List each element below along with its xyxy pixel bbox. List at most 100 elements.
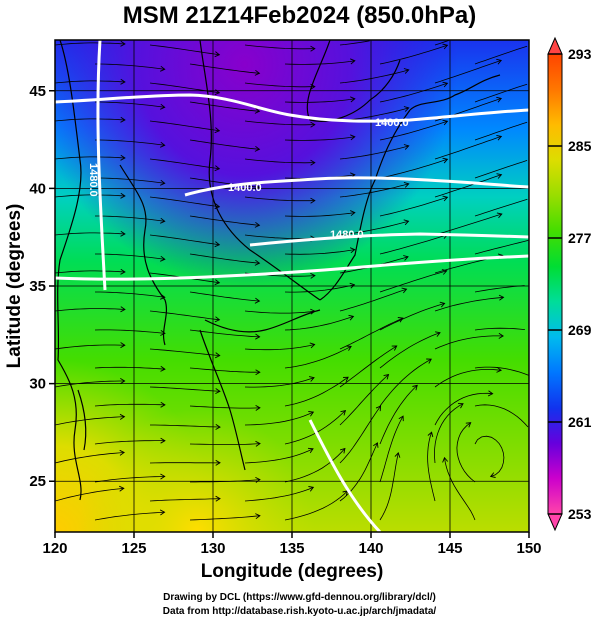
streamline	[94, 511, 165, 521]
streamline	[55, 308, 125, 312]
streamline	[55, 344, 125, 350]
x-tick-label: 150	[516, 540, 541, 557]
streamline-arrow	[255, 333, 261, 340]
colorbar-extend-bottom	[547, 513, 563, 532]
streamline-arrow	[215, 388, 221, 395]
streamline	[339, 288, 407, 312]
colorbar-tick-label: 269	[568, 322, 592, 338]
streamline-arrow	[403, 106, 410, 112]
streamline-arrow	[160, 103, 166, 110]
streamline-arrow	[160, 365, 166, 372]
streamline	[339, 374, 389, 426]
streamline	[284, 316, 354, 331]
streamline-arrow	[373, 442, 379, 448]
streamline	[149, 498, 221, 502]
streamline-arrow	[159, 509, 166, 516]
streamline-arrow	[120, 192, 126, 199]
streamline-arrow	[119, 449, 125, 456]
streamline	[150, 424, 221, 428]
streamline	[434, 335, 504, 350]
streamline-arrow	[442, 195, 449, 202]
streamline	[339, 220, 409, 236]
streamline	[379, 415, 404, 483]
streamline	[379, 158, 448, 179]
streamline	[189, 515, 260, 521]
streamline-arrow	[160, 141, 166, 148]
streamline	[434, 136, 502, 160]
streamline	[149, 196, 220, 208]
streamline-arrow	[394, 452, 401, 458]
colorbar-scale	[547, 53, 563, 515]
streamline-arrow	[442, 456, 449, 463]
streamline	[474, 240, 529, 255]
streamline	[189, 139, 260, 150]
streamline	[149, 234, 220, 246]
streamline	[55, 42, 125, 46]
streamline	[55, 452, 125, 464]
streamline	[95, 139, 165, 146]
streamline	[284, 284, 355, 293]
streamline	[284, 98, 355, 103]
streamline-arrow	[120, 40, 126, 47]
streamline-arrow	[308, 486, 315, 492]
streamline-arrow	[442, 43, 449, 50]
streamline	[244, 448, 314, 464]
streamline	[474, 327, 525, 331]
colorbar-tick-label: 253	[568, 506, 592, 522]
contour-label-3: 1480.0	[330, 229, 364, 241]
streamline	[244, 44, 315, 50]
streamline	[339, 405, 381, 464]
streamline-arrow	[254, 69, 261, 76]
streamline-arrow	[310, 159, 316, 166]
streamline	[189, 291, 260, 302]
streamline-arrow	[255, 440, 261, 447]
streamline-arrow	[120, 306, 126, 313]
streamline-arrow	[214, 51, 221, 58]
streamline	[434, 392, 493, 426]
streamline	[244, 82, 315, 88]
colorbar: 293 285 277 269 261 253	[547, 36, 592, 532]
streamline-arrow	[310, 197, 316, 204]
streamline-arrow	[160, 217, 166, 224]
streamline-arrow	[119, 485, 125, 492]
streamline-arrow	[160, 255, 166, 262]
streamline	[55, 416, 125, 426]
streamline-arrow	[160, 437, 166, 444]
streamline	[339, 345, 397, 388]
streamline-arrow	[442, 119, 449, 126]
streamline	[95, 215, 165, 222]
streamline-arrow	[465, 422, 472, 428]
streamline-arrow	[498, 294, 505, 301]
y-tick-label: 45	[29, 83, 46, 100]
streamline	[474, 121, 528, 141]
streamline-arrow	[435, 331, 441, 337]
streamline	[379, 270, 447, 293]
streamline	[149, 120, 220, 132]
streamline	[379, 452, 399, 521]
streamline	[55, 194, 125, 198]
streamline-arrow	[397, 317, 404, 323]
y-tick-label: 30	[29, 376, 46, 393]
streamline	[474, 404, 529, 428]
streamline	[94, 403, 165, 407]
streamline	[474, 83, 528, 103]
streamline	[94, 329, 165, 334]
streamline	[189, 329, 260, 338]
streamline	[433, 403, 464, 464]
streamline-arrow	[403, 219, 410, 226]
streamlines	[55, 40, 529, 521]
streamline	[339, 69, 409, 84]
y-axis-ticks: 25 30 35 40 45	[29, 83, 55, 490]
streamline	[379, 120, 448, 141]
streamline	[244, 486, 314, 502]
streamline	[55, 156, 125, 160]
streamline-arrow	[350, 134, 356, 141]
streamline-arrow	[120, 268, 126, 275]
streamline-arrow	[496, 96, 503, 103]
colorbar-tick-label: 277	[568, 230, 592, 246]
streamline	[244, 196, 315, 202]
x-axis-title: Longitude (degrees)	[201, 561, 384, 582]
streamline-arrow	[254, 107, 261, 114]
streamline-arrow	[310, 121, 316, 128]
streamline-arrow	[160, 473, 166, 480]
